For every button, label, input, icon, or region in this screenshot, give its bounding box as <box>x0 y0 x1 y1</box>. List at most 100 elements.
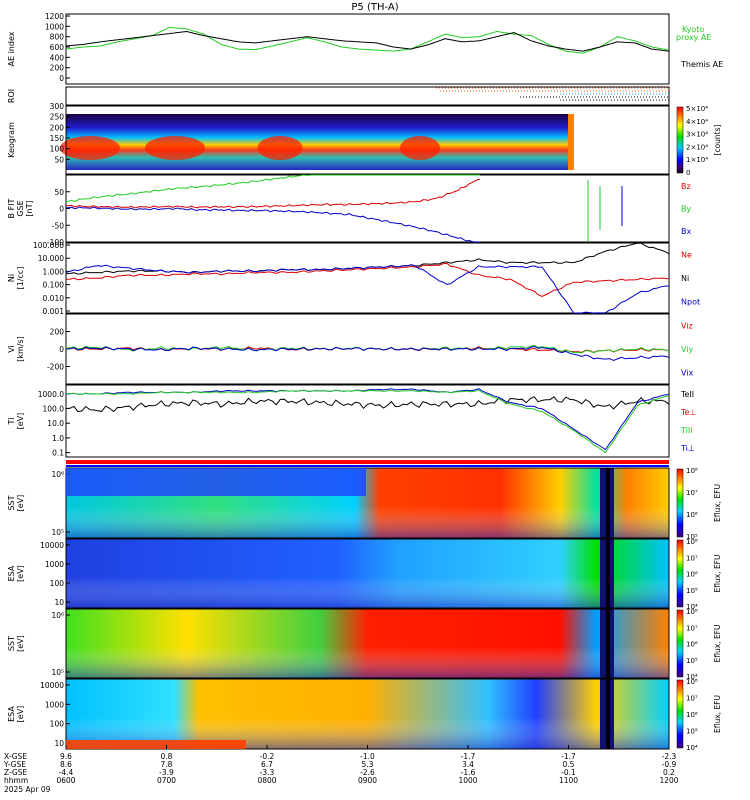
sst-e-top-band <box>66 468 366 496</box>
temperature-ylabel-1: [eV] <box>16 413 25 430</box>
xaxis-z-label-6: 0.2 <box>663 768 675 777</box>
bfield-ylabel-0: B FIT <box>7 198 16 218</box>
esa-i-tick-label-2: 1000 <box>45 700 64 709</box>
esa-e-shade <box>66 539 669 608</box>
esa-e-colorbar <box>676 539 684 608</box>
keogram-cbar-label-2: 2×10⁴ <box>686 143 708 151</box>
temperature-tick-label-0: 0.1 <box>52 449 64 458</box>
xaxis-t-label-3: 0900 <box>358 776 377 785</box>
sst-e-dropout-core <box>606 468 610 538</box>
keogram-tick-label-3: 200 <box>50 123 65 132</box>
esa-i-tick-label-0: 10 <box>54 739 64 748</box>
keogram-panel <box>65 105 670 175</box>
velocity-ylabel-1: [km/s] <box>16 336 25 362</box>
xaxis-y-label-3: 5.3 <box>362 760 374 769</box>
density-tick-label-0: 0.001 <box>43 307 65 316</box>
temperature-tick-label-4: 1000.0 <box>38 390 64 399</box>
sst-i-shade <box>66 609 669 678</box>
esa-i-cbar-label-1: 10⁵ <box>686 728 698 736</box>
esa-e-panel <box>65 538 670 609</box>
sst-e-cbar-label-1: 10⁶ <box>686 511 698 519</box>
ae-ylabel-0: AE index <box>7 31 16 66</box>
esa-e-tick-label-2: 1000 <box>45 560 64 569</box>
ae-tick-label-0: 0 <box>59 74 64 83</box>
ae-tick-label-1: 200 <box>50 64 65 73</box>
keogram-cbar-label-1: 1×10⁴ <box>686 156 708 164</box>
temperature-series-0 <box>65 396 670 413</box>
esa-e-cbar-title: Eflux, EFU <box>713 555 722 593</box>
roi-ylabel-0: ROI <box>7 89 16 103</box>
esa-e-cbar-label-4: 10⁸ <box>686 538 698 546</box>
xaxis-z-label-5: -0.1 <box>561 768 576 777</box>
temperature-panel <box>65 384 670 458</box>
sst-e-cbar-label-2: 10⁷ <box>686 489 698 497</box>
sst-e-ylabel-1: [eV] <box>16 495 25 512</box>
density-tick-label-2: 0.100 <box>43 281 65 290</box>
keogram-blob-3 <box>400 136 440 160</box>
xaxis-t-label-0: 0600 <box>56 776 75 785</box>
sst-i-panel <box>65 608 670 679</box>
velocity-legend-1: Viy <box>681 345 694 354</box>
ae-series-0 <box>65 26 670 54</box>
temperature-series-1 <box>65 388 670 451</box>
esa-i-cbar-title: Eflux, EFU <box>713 695 722 733</box>
sst-i-cbar-title: Eflux, EFU <box>713 625 722 663</box>
ae-tick-label-5: 1000 <box>45 22 64 31</box>
bfield-tick-label-3: 50 <box>54 188 64 197</box>
xaxis-z-label-4: -1.6 <box>461 768 476 777</box>
keogram-shade <box>66 114 571 170</box>
ae-tick-label-2: 400 <box>50 53 65 62</box>
sst-e-cbar-label-0: 10⁵ <box>686 533 698 541</box>
esa-e-ylabel-1: [eV] <box>16 565 25 582</box>
sst-e-tick-label-1: 10⁶ <box>51 470 64 479</box>
bfield-series-0 <box>66 178 481 209</box>
temperature-series-2 <box>65 389 670 454</box>
bfield-ylabel-2: [nT] <box>25 200 34 216</box>
density-tick-label-3: 1.000 <box>43 267 65 276</box>
density-series-0 <box>65 262 670 297</box>
velocity-tick-label-2: 200 <box>50 328 65 337</box>
bfield-tick-label-0: -100 <box>47 238 64 247</box>
temperature-legend-0: TeII <box>680 390 694 399</box>
density-ylabel-1: [1/cc] <box>16 267 25 290</box>
velocity-tick-label-0: -200 <box>47 363 64 372</box>
xaxis-y-label-6: -0.9 <box>662 760 677 769</box>
xaxis-t-label-1: 0700 <box>157 776 176 785</box>
xaxis-x-label-6: -2.3 <box>662 752 677 761</box>
keogram-ylabel-0: Keogram <box>7 122 16 158</box>
sst-i-cbar-label-3: 10⁷ <box>686 624 698 632</box>
esa-e-cbar-label-3: 10⁷ <box>686 554 698 562</box>
xaxis-x-label-4: -1.7 <box>461 752 476 761</box>
velocity-tick-label-1: 0 <box>59 345 64 354</box>
keogram-cbar-label-5: 5×10⁴ <box>686 105 708 113</box>
density-tick-label-5: 100.000 <box>33 241 64 250</box>
esa-e-tick-label-0: 10 <box>54 598 64 607</box>
sst-i-cbar-label-1: 10⁵ <box>686 657 698 665</box>
bfield-tick-label-2: 0 <box>59 205 64 214</box>
sst-i-tick-label-0: 10⁵ <box>51 668 64 677</box>
density-series-2 <box>65 264 670 314</box>
esa-i-ylabel-0: ESA <box>7 706 16 722</box>
sst-e-tick-label-0: 10⁵ <box>51 528 64 537</box>
esa-e-ylabel-0: ESA <box>7 565 16 581</box>
temperature-tick-label-3: 100.0 <box>43 405 65 414</box>
density-legend-1: Ni <box>681 274 689 283</box>
temperature-tick-label-1: 1.0 <box>52 434 64 443</box>
keogram-cbar-label-4: 4×10⁴ <box>686 118 708 126</box>
xaxis-x-label-5: -1.7 <box>561 752 576 761</box>
esa-e-tick-label-1: 100 <box>50 579 65 588</box>
ae-legend-0: Kyoto <box>682 25 704 34</box>
sst-i-ylabel-0: SST <box>7 636 16 651</box>
xaxis-y-label-5: 0.5 <box>563 760 575 769</box>
sst-e-cbar-label-3: 10⁸ <box>686 467 698 475</box>
keogram-cbar-label-3: 3×10⁴ <box>686 131 708 139</box>
density-legend-0: Ne <box>681 251 692 260</box>
esa-i-tick-label-3: 10000 <box>40 681 64 690</box>
sst-i-cbar-label-2: 10⁶ <box>686 641 698 649</box>
ae-legend-1: proxy AE <box>676 33 711 42</box>
sst-i-cbar-label-0: 10⁴ <box>686 673 698 681</box>
xaxis-row-label-0: X-GSE <box>4 752 27 761</box>
xaxis-y-label-1: 7.8 <box>161 760 173 769</box>
density-panel <box>65 242 670 314</box>
esa-e-cbar-label-2: 10⁶ <box>686 571 698 579</box>
